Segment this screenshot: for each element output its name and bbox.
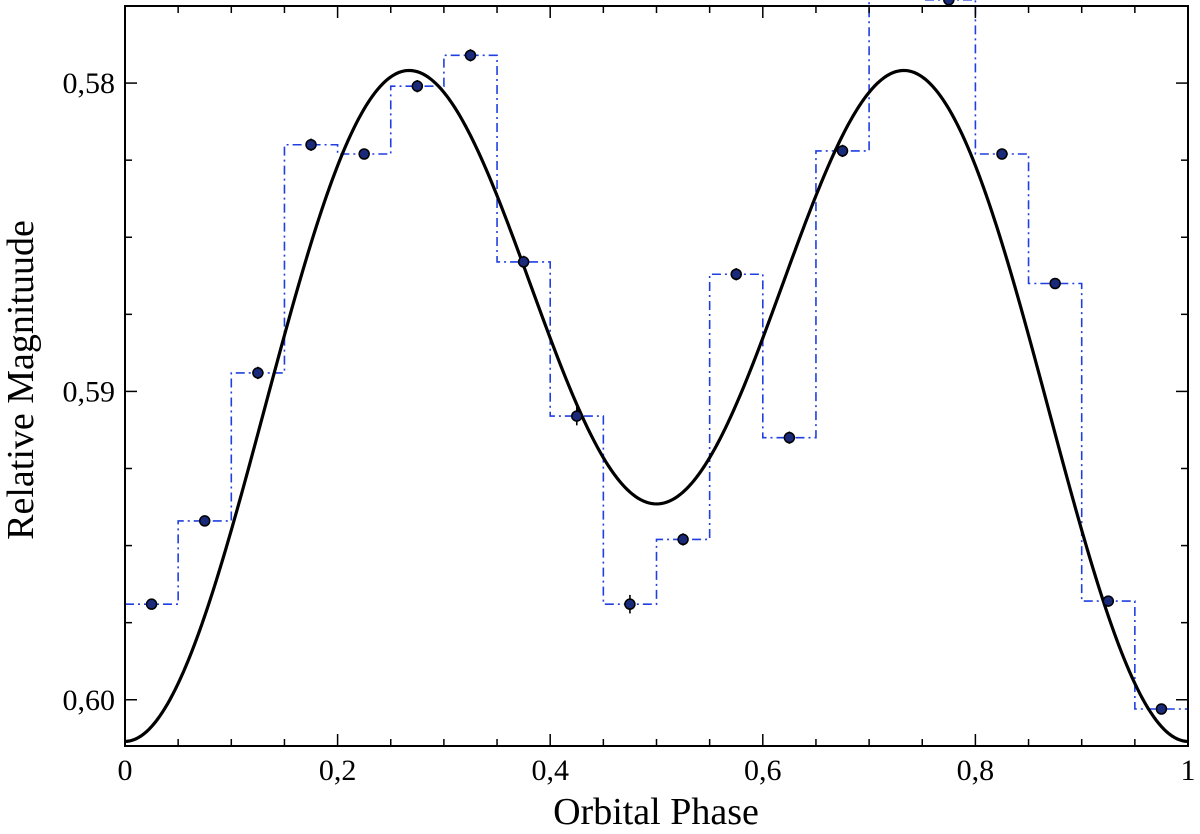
data-point <box>198 515 211 527</box>
model-curve <box>124 68 1189 743</box>
data-point <box>517 256 530 268</box>
data-point <box>252 367 264 379</box>
x-tick-label: 0 <box>118 754 133 787</box>
data-point <box>730 268 742 280</box>
data-point <box>305 139 317 151</box>
data-point <box>464 49 477 62</box>
data-point <box>1155 703 1168 715</box>
y-tick-label: 0,59 <box>63 375 116 408</box>
x-axis-title: Orbital Phase <box>553 791 759 833</box>
y-tick-label: 0,58 <box>63 67 116 100</box>
model-curve-series <box>124 68 1189 743</box>
step-series <box>125 0 1188 710</box>
data-point <box>1102 595 1115 607</box>
data-point <box>677 533 689 546</box>
data-point <box>624 598 636 610</box>
data-point <box>943 0 955 6</box>
data-point <box>571 410 583 422</box>
x-tick-label: 0,8 <box>957 754 995 787</box>
y-axis-title: Relative Magnituude <box>0 220 42 540</box>
data-points-series <box>145 0 1168 715</box>
data-point <box>783 431 796 444</box>
data-point <box>1049 277 1061 290</box>
plot-frame <box>124 5 1189 747</box>
data-point <box>358 148 370 160</box>
x-tick-label: 0,4 <box>531 754 569 787</box>
data-point <box>836 145 849 157</box>
data-point <box>145 598 158 610</box>
data-point <box>996 148 1008 160</box>
x-tick-label: 1 <box>1181 754 1196 787</box>
y-tick-label: 0,60 <box>63 684 116 717</box>
x-tick-label: 0,2 <box>319 754 357 787</box>
data-point <box>411 80 424 92</box>
x-tick-label: 0,6 <box>744 754 782 787</box>
step-line <box>125 0 1188 710</box>
y-axis: 0,58 0,59 0,60 <box>63 5 1188 717</box>
x-axis: 0 0,2 0,4 0,6 0,8 1 <box>118 6 1196 787</box>
